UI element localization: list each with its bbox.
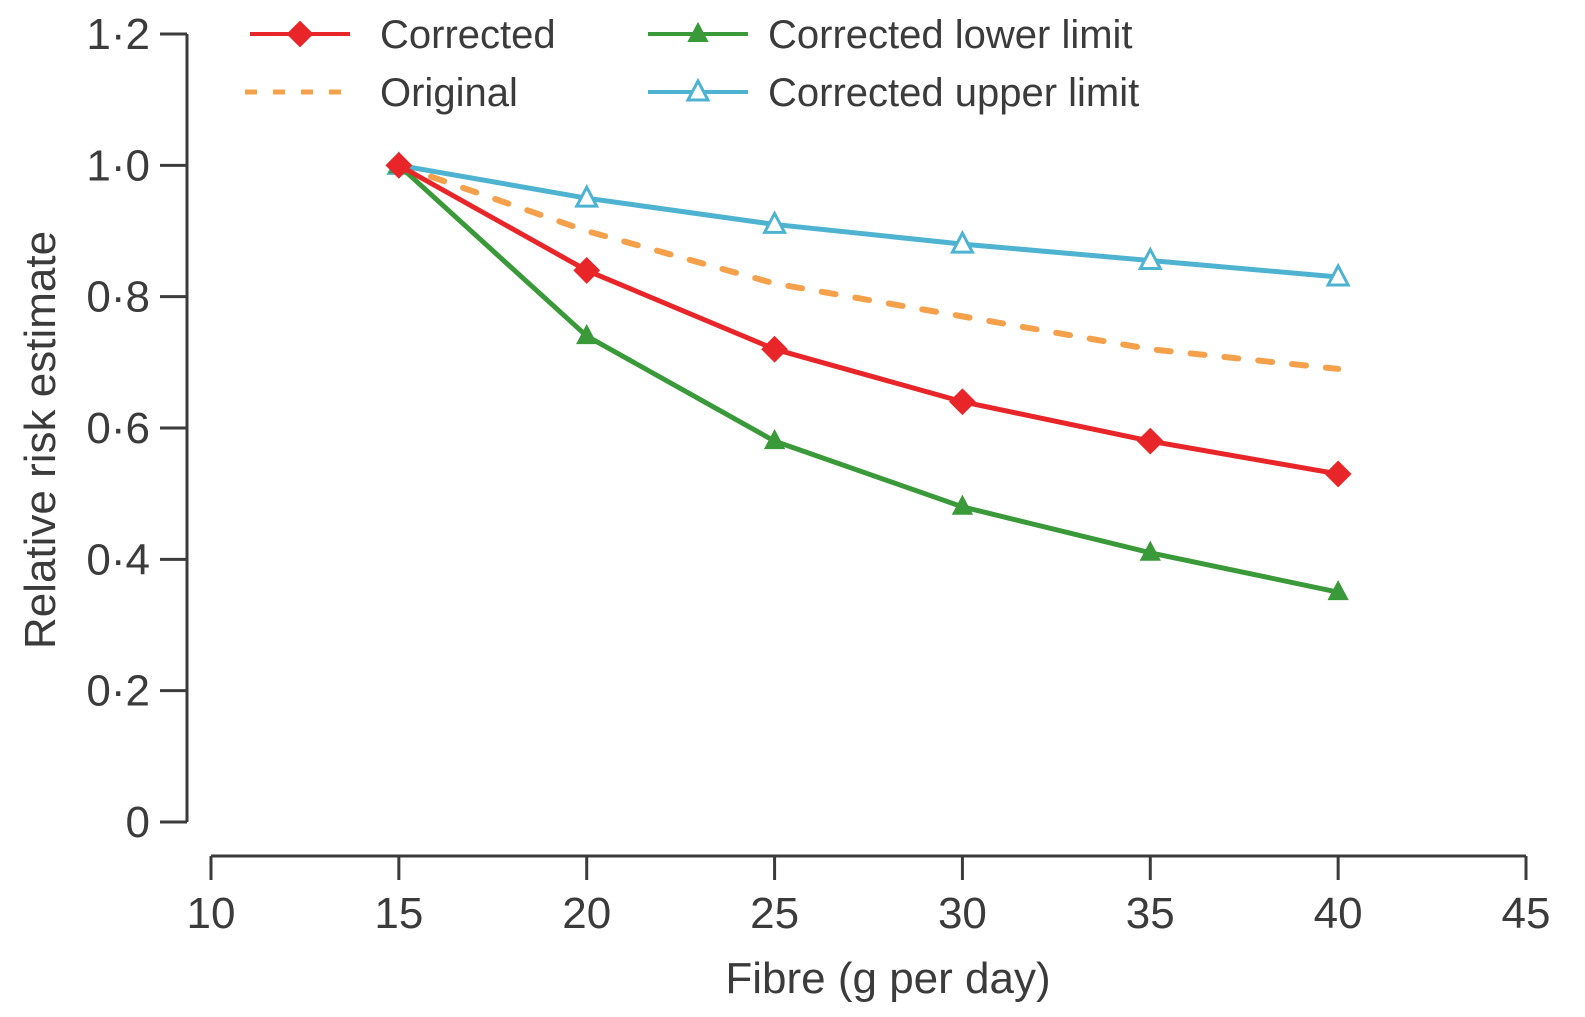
legend-item-corrected: Corrected <box>250 13 556 57</box>
series-line-corrected-lower-limit <box>396 162 1341 595</box>
series-line-corrected <box>396 162 1341 477</box>
legend: Corrected Original Corrected lower limit Co… <box>245 13 1139 115</box>
data-point-corrected-upper-limit <box>1137 246 1163 271</box>
y-tick-label: 0·2 <box>86 667 150 716</box>
x-tick-label: 10 <box>187 889 236 938</box>
y-axis-label: Relative risk estimate <box>16 231 65 649</box>
data-point-corrected-lower-limit <box>1327 580 1349 601</box>
legend-label-corrected-upper-limit: Corrected upper limit <box>768 71 1139 115</box>
series-original <box>395 162 1342 372</box>
legend-marker-corrected <box>286 20 314 48</box>
data-point-corrected-lower-limit <box>1139 540 1161 561</box>
y-axis: 0 0·2 0·4 0·6 0·8 1·0 1·2 <box>86 10 189 847</box>
x-axis: 10 15 20 25 30 35 40 45 <box>187 854 1551 938</box>
x-tick-label: 45 <box>1502 889 1551 938</box>
x-axis-label: Fibre (g per day) <box>725 954 1050 1003</box>
y-tick-label: 1·0 <box>86 141 150 190</box>
data-point-corrected-lower-limit <box>576 323 598 345</box>
x-tick-label: 30 <box>938 889 987 938</box>
legend-item-corrected-lower-limit: Corrected lower limit <box>648 13 1133 57</box>
y-tick-label: 0 <box>126 798 150 847</box>
data-point-corrected <box>761 335 788 363</box>
x-tick-label: 20 <box>562 889 611 938</box>
data-point-corrected <box>1324 460 1352 488</box>
legend-marker-corrected-upper-limit <box>685 77 711 102</box>
x-tick-label: 25 <box>750 889 799 938</box>
data-point-corrected <box>573 256 601 284</box>
legend-marker-corrected-lower-limit <box>687 21 709 42</box>
data-point-corrected-upper-limit <box>949 229 975 254</box>
x-tick-label: 40 <box>1314 889 1363 938</box>
series-line-corrected-upper-limit <box>396 162 1341 280</box>
data-point-corrected-upper-limit <box>762 210 788 234</box>
y-tick-label: 0·4 <box>86 535 150 584</box>
data-point-corrected <box>949 388 976 416</box>
data-point-corrected <box>1136 427 1164 455</box>
x-tick-label: 15 <box>374 889 423 938</box>
legend-item-original: Original <box>245 71 518 115</box>
legend-item-corrected-upper-limit: Corrected upper limit <box>648 71 1139 115</box>
series-corrected-upper-limit <box>386 151 1351 287</box>
legend-label-corrected-lower-limit: Corrected lower limit <box>768 13 1133 57</box>
data-point-corrected-upper-limit <box>1325 262 1351 287</box>
series-corrected <box>385 151 1352 488</box>
legend-label-corrected: Corrected <box>380 13 556 57</box>
y-tick-label: 0·8 <box>86 273 150 322</box>
series-line-original <box>395 162 1342 372</box>
data-point-corrected-lower-limit <box>951 494 974 515</box>
series-layer <box>385 151 1352 601</box>
data-point-corrected-upper-limit <box>574 183 600 208</box>
data-point-corrected-lower-limit <box>763 428 786 450</box>
y-tick-label: 0·6 <box>86 404 150 453</box>
data-point-corrected <box>385 151 413 179</box>
legend-label-original: Original <box>380 71 518 115</box>
y-tick-label: 1·2 <box>86 10 150 59</box>
x-tick-label: 35 <box>1126 889 1175 938</box>
